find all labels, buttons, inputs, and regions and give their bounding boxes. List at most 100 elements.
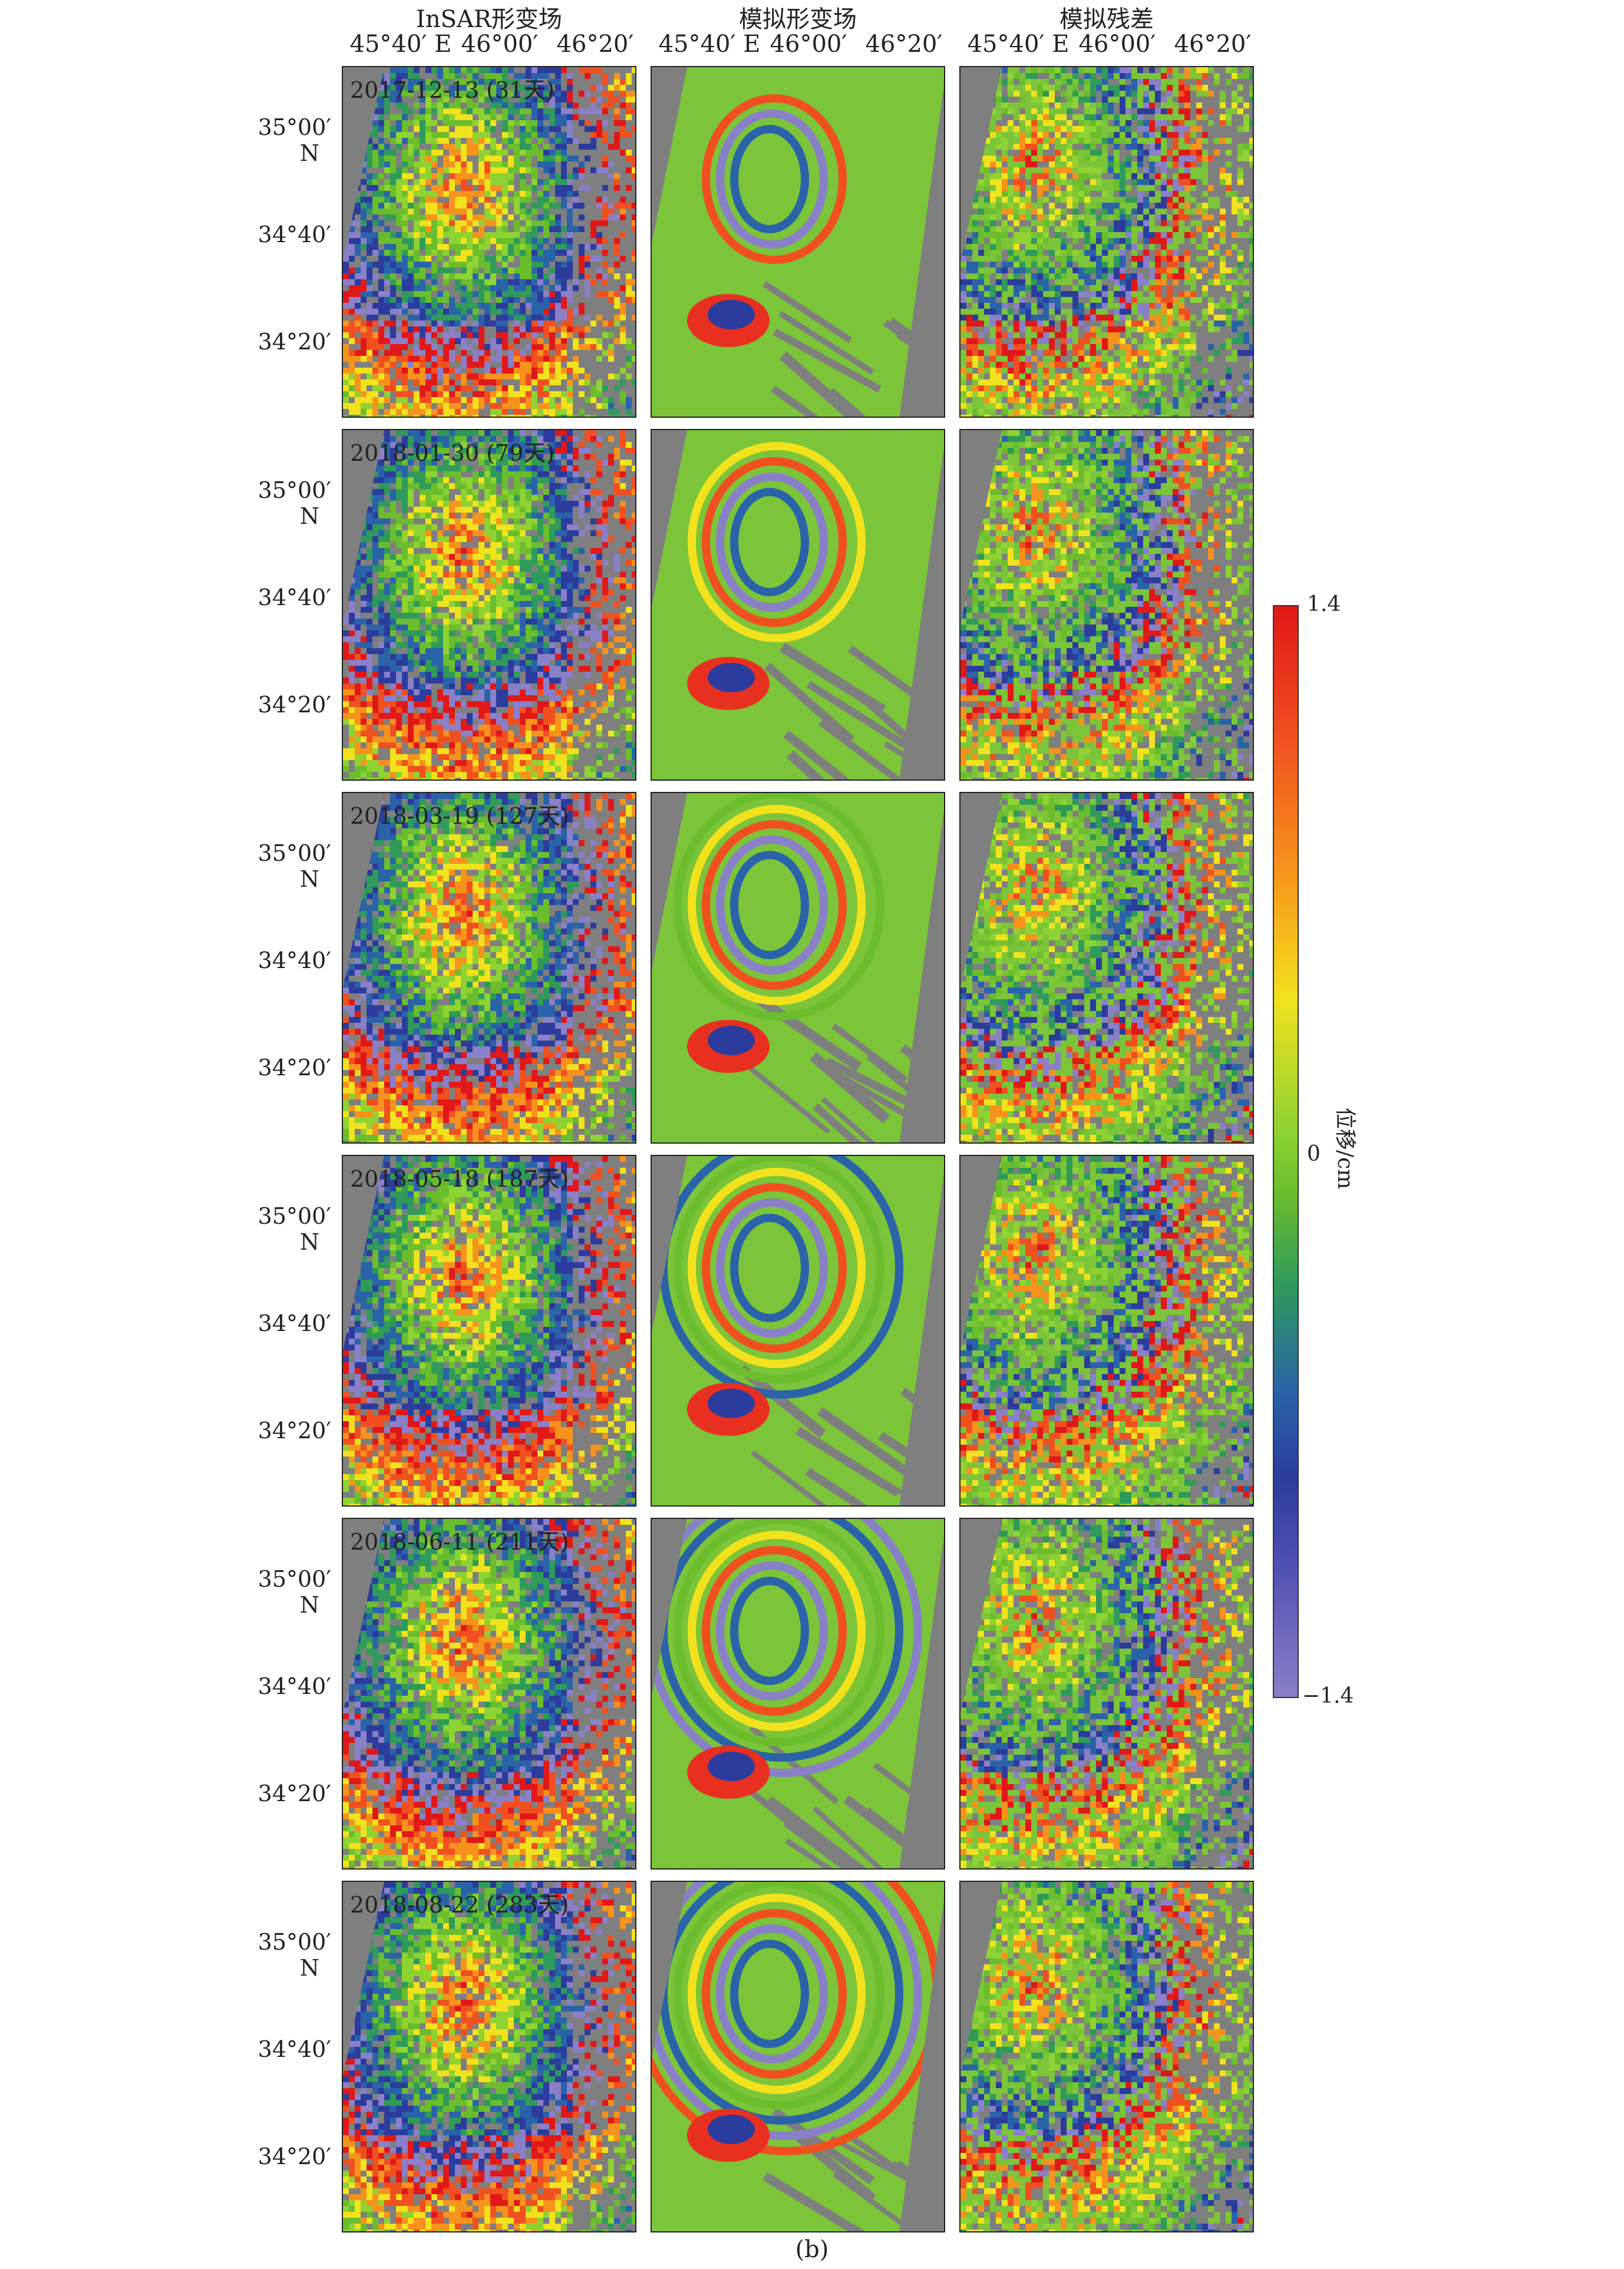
- deformation-map: [960, 793, 1253, 1142]
- deformation-map: [652, 1882, 944, 2231]
- lat-tick-hemisphere: N: [243, 140, 331, 166]
- deformation-map: [652, 1156, 944, 1505]
- deformation-map: [652, 793, 944, 1142]
- deformation-map: [960, 67, 1253, 417]
- panel-insar-row-2: 2018-01-30 (79天): [342, 429, 636, 781]
- lat-tick-label: 34°20′: [258, 329, 331, 355]
- lon-tick: 45°40′ E: [659, 31, 761, 58]
- lat-tick: 34°20′: [243, 1055, 331, 1081]
- deformation-map: [960, 1156, 1253, 1505]
- date-label: 2018-05-18 (187天): [350, 1161, 569, 1193]
- panel-insar-row-6: 2018-08-22 (283天): [342, 1881, 636, 2232]
- lat-tick: 34°20′: [243, 2144, 331, 2169]
- lat-tick-label: 34°40′: [258, 222, 331, 247]
- lon-ticks-col2: 45°40′ E 46°00′ 46°20′: [651, 31, 945, 60]
- lat-tick-hemisphere: N: [243, 1955, 331, 1981]
- lat-tick-label: 35°00′: [258, 114, 331, 140]
- lon-tick: 46°20′: [557, 31, 634, 58]
- lat-tick: 34°40′: [243, 1310, 331, 1336]
- colorbar-mid-label: 0: [1307, 1142, 1321, 1166]
- lon-tick: 45°40′ E: [350, 31, 452, 58]
- date-label: 2018-08-22 (283天): [350, 1887, 569, 1919]
- colorbar-min-label: −1.4: [1302, 1684, 1354, 1708]
- lat-tick: 34°20′: [243, 1781, 331, 1806]
- lat-tick: 35°00′ N: [243, 1929, 331, 1981]
- lat-tick: 35°00′ N: [243, 114, 331, 166]
- deformation-map: [343, 67, 635, 417]
- lat-tick: 34°40′: [243, 1673, 331, 1699]
- lat-tick-hemisphere: N: [243, 1592, 331, 1618]
- lat-tick: 35°00′ N: [243, 1203, 331, 1255]
- lat-tick-label: 34°20′: [258, 2144, 331, 2169]
- panel-residual-row-1: [959, 66, 1254, 418]
- deformation-map: [652, 430, 944, 780]
- date-label: 2018-06-11 (211天): [350, 1524, 569, 1556]
- lon-ticks-col3: 45°40′ E 46°00′ 46°20′: [959, 31, 1254, 60]
- lat-tick-label: 34°40′: [258, 1310, 331, 1336]
- panel-model-row-5: [651, 1518, 945, 1870]
- panel-model-row-4: [651, 1155, 945, 1507]
- deformation-map: [343, 793, 635, 1142]
- lon-tick: 46°00′: [461, 31, 539, 58]
- lon-tick: 46°20′: [1174, 31, 1252, 58]
- lat-tick-label: 35°00′: [258, 1203, 331, 1229]
- column-title-residual: 模拟残差: [959, 0, 1254, 34]
- panel-model-row-3: [651, 792, 945, 1144]
- lon-tick: 46°00′: [1079, 31, 1156, 58]
- deformation-map: [343, 1156, 635, 1505]
- panel-residual-row-3: [959, 792, 1254, 1144]
- lat-tick-label: 35°00′: [258, 840, 331, 866]
- lat-tick-label: 35°00′: [258, 1929, 331, 1955]
- lat-tick: 34°40′: [243, 222, 331, 247]
- lat-tick: 34°40′: [243, 947, 331, 973]
- panel-model-row-2: [651, 429, 945, 781]
- lon-tick: 45°40′ E: [968, 31, 1070, 58]
- panel-residual-row-4: [959, 1155, 1254, 1507]
- lon-ticks-col1: 45°40′ E 46°00′ 46°20′: [342, 31, 636, 60]
- lat-tick-label: 35°00′: [258, 477, 331, 503]
- column-title-insar: InSAR形变场: [342, 0, 636, 34]
- panel-insar-row-5: 2018-06-11 (211天): [342, 1518, 636, 1870]
- deformation-map: [960, 430, 1253, 780]
- deformation-map: [652, 67, 944, 417]
- date-label: 2018-03-19 (127天): [350, 798, 569, 830]
- colorbar-axis-label: 位移/cm: [1332, 1108, 1362, 1189]
- deformation-map: [960, 1882, 1253, 2231]
- deformation-map: [343, 1882, 635, 2231]
- lat-tick-label: 34°40′: [258, 584, 331, 610]
- lat-tick: 34°20′: [243, 1418, 331, 1444]
- lat-tick-label: 34°40′: [258, 947, 331, 973]
- deformation-map: [652, 1519, 944, 1868]
- lat-tick: 34°20′: [243, 329, 331, 355]
- lat-tick-label: 34°40′: [258, 1673, 331, 1699]
- figure-caption: (b): [0, 2236, 1624, 2263]
- panel-residual-row-5: [959, 1518, 1254, 1870]
- lat-tick: 35°00′ N: [243, 1566, 331, 1618]
- lat-tick: 34°20′: [243, 692, 331, 718]
- panel-insar-row-1: 2017-12-13 (31天): [342, 66, 636, 418]
- lat-tick-label: 34°20′: [258, 1418, 331, 1444]
- colorbar: [1273, 605, 1299, 1698]
- colorbar-max-label: 1.4: [1307, 592, 1341, 616]
- lat-tick: 34°40′: [243, 584, 331, 610]
- lon-tick: 46°20′: [866, 31, 943, 58]
- deformation-map: [960, 1519, 1253, 1868]
- lat-tick: 35°00′ N: [243, 840, 331, 892]
- lat-tick-label: 35°00′: [258, 1566, 331, 1592]
- date-label: 2018-01-30 (79天): [350, 435, 554, 467]
- deformation-map: [343, 1519, 635, 1868]
- lat-tick-hemisphere: N: [243, 866, 331, 892]
- lon-tick: 46°00′: [770, 31, 847, 58]
- panel-residual-row-6: [959, 1881, 1254, 2232]
- lat-tick-hemisphere: N: [243, 1229, 331, 1255]
- lat-tick-label: 34°20′: [258, 692, 331, 718]
- lat-tick-label: 34°20′: [258, 1781, 331, 1806]
- panel-insar-row-3: 2018-03-19 (127天): [342, 792, 636, 1144]
- lat-tick-hemisphere: N: [243, 503, 331, 529]
- lat-tick: 35°00′ N: [243, 477, 331, 529]
- lat-tick: 34°40′: [243, 2036, 331, 2062]
- panel-residual-row-2: [959, 429, 1254, 781]
- deformation-map: [343, 430, 635, 780]
- panel-insar-row-4: 2018-05-18 (187天): [342, 1155, 636, 1507]
- panel-model-row-6: [651, 1881, 945, 2232]
